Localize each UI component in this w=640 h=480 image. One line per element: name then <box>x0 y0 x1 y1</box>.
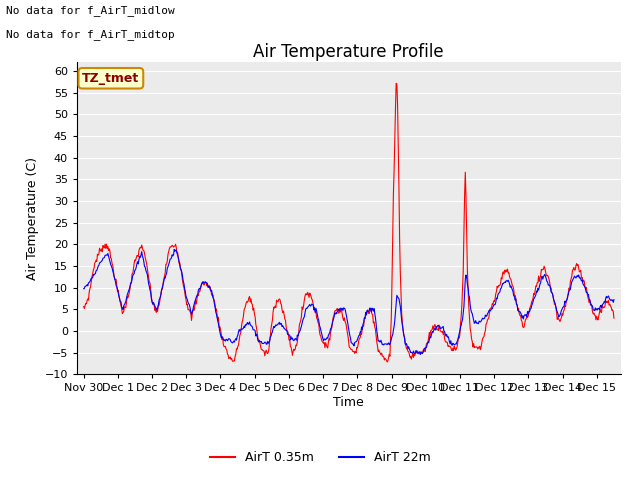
Line: AirT 22m: AirT 22m <box>84 249 614 354</box>
AirT 22m <box>240 323 248 329</box>
AirT 22m <box>404 346 412 351</box>
Text: TZ_tmet: TZ_tmet <box>82 72 140 85</box>
AirT 0.35m <box>383 359 391 365</box>
AirT 0.35m <box>435 327 442 333</box>
Legend: AirT 0.35m, AirT 22m: AirT 0.35m, AirT 22m <box>205 446 435 469</box>
AirT 0.35m <box>239 314 247 320</box>
AirT 22m <box>287 337 294 343</box>
X-axis label: Time: Time <box>333 396 364 409</box>
Y-axis label: Air Temperature (C): Air Temperature (C) <box>26 157 39 280</box>
AirT 0.35m <box>266 338 273 344</box>
AirT 22m <box>266 334 274 339</box>
AirT 0.35m <box>142 258 150 264</box>
AirT 22m <box>610 297 618 302</box>
AirT 0.35m <box>392 81 400 86</box>
AirT 0.35m <box>610 315 618 321</box>
AirT 22m <box>80 286 88 292</box>
Line: AirT 0.35m: AirT 0.35m <box>84 84 614 362</box>
Text: No data for f_AirT_midtop: No data for f_AirT_midtop <box>6 29 175 40</box>
AirT 0.35m <box>404 349 412 355</box>
AirT 22m <box>435 323 442 328</box>
AirT 22m <box>170 246 178 252</box>
AirT 0.35m <box>286 337 294 343</box>
AirT 0.35m <box>80 303 88 309</box>
Text: No data for f_AirT_midlow: No data for f_AirT_midlow <box>6 5 175 16</box>
AirT 22m <box>142 267 150 273</box>
Title: Air Temperature Profile: Air Temperature Profile <box>253 43 444 61</box>
AirT 22m <box>417 351 424 357</box>
